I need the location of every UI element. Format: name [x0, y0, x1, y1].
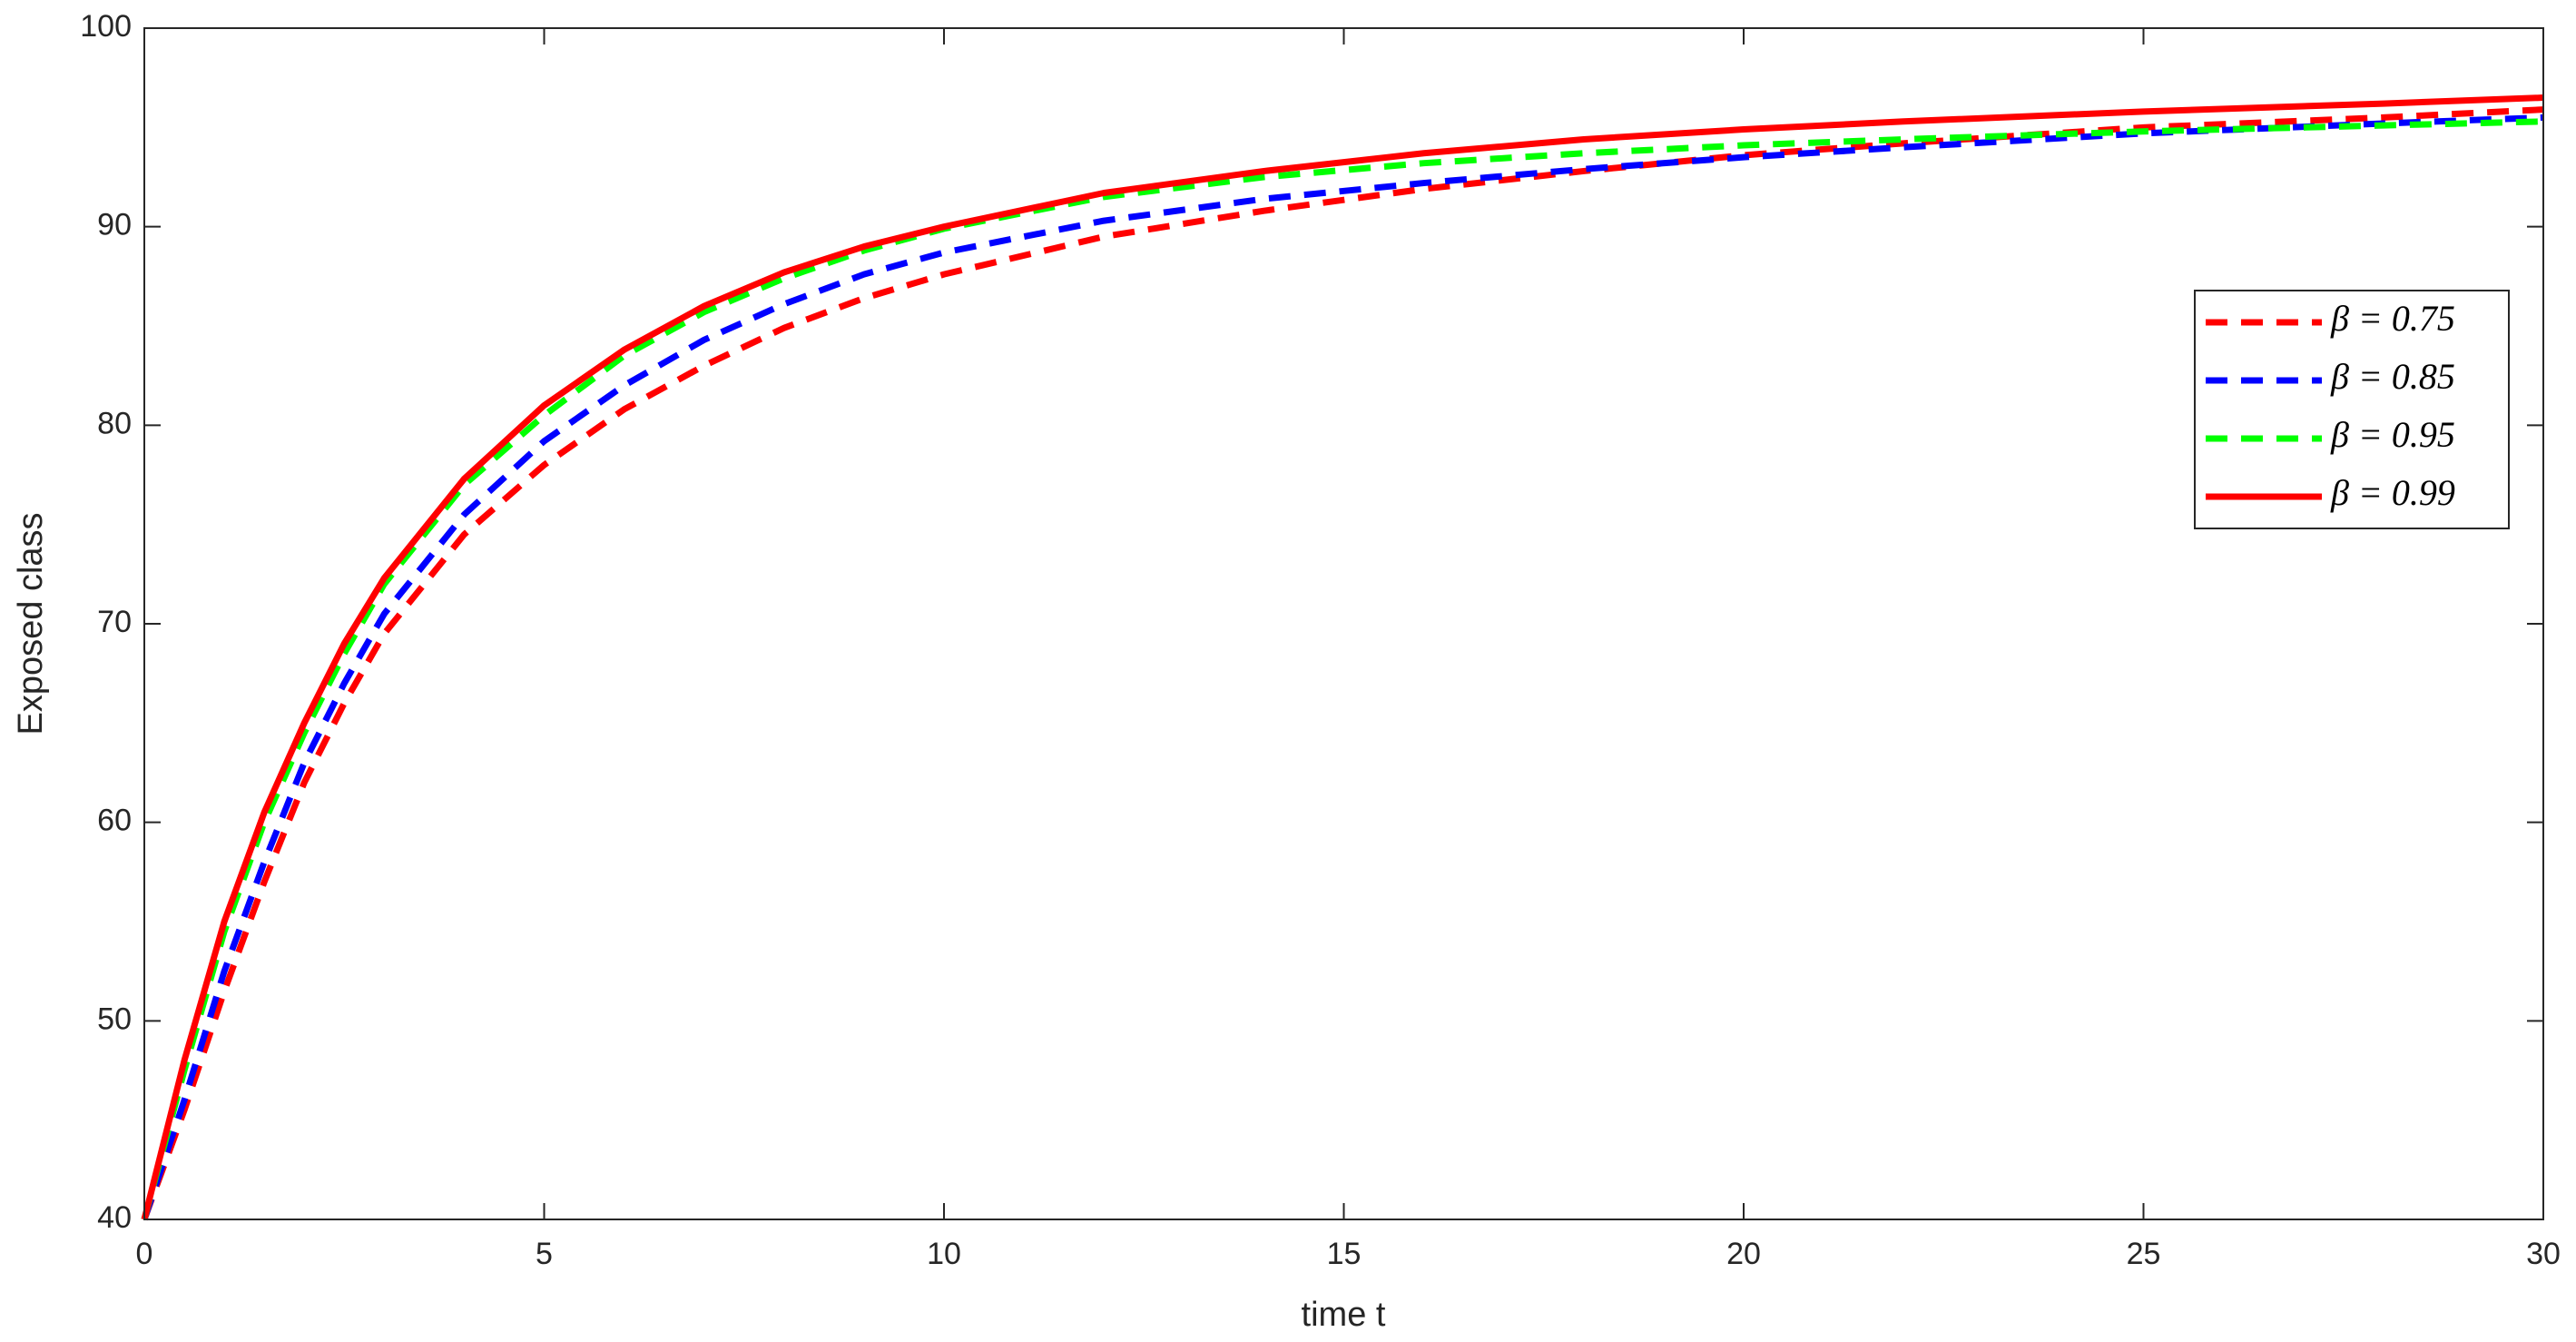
- legend-box: [2194, 290, 2510, 529]
- x-tick-label: 0: [136, 1237, 153, 1271]
- x-axis-label: time t: [1302, 1296, 1386, 1334]
- legend-label: β = 0.99: [2330, 472, 2455, 513]
- x-tick-label: 25: [2127, 1237, 2161, 1271]
- series-line: [141, 106, 2544, 1221]
- x-tick-label: 10: [927, 1237, 961, 1271]
- y-tick-label: 90: [97, 208, 132, 242]
- y-tick-label: 40: [97, 1200, 132, 1235]
- x-tick-label: 5: [536, 1237, 553, 1271]
- y-tick-label: 80: [97, 406, 132, 440]
- legend-label: β = 0.85: [2330, 356, 2455, 397]
- y-tick-label: 70: [97, 605, 132, 639]
- y-tick-label: 60: [97, 804, 132, 838]
- legend-label: β = 0.75: [2330, 298, 2455, 339]
- x-tick-label: 20: [1726, 1237, 1761, 1271]
- plot-frame: [143, 27, 2544, 1220]
- x-tick-label: 15: [1327, 1237, 1362, 1271]
- x-tick-label: 30: [2526, 1237, 2561, 1271]
- series-line: [141, 118, 2544, 1220]
- series-line: [141, 94, 2544, 1220]
- y-tick-label: 100: [80, 9, 132, 44]
- y-axis-label: Exposed class: [12, 512, 50, 735]
- y-tick-label: 50: [97, 1002, 132, 1036]
- legend-label: β = 0.95: [2330, 414, 2455, 455]
